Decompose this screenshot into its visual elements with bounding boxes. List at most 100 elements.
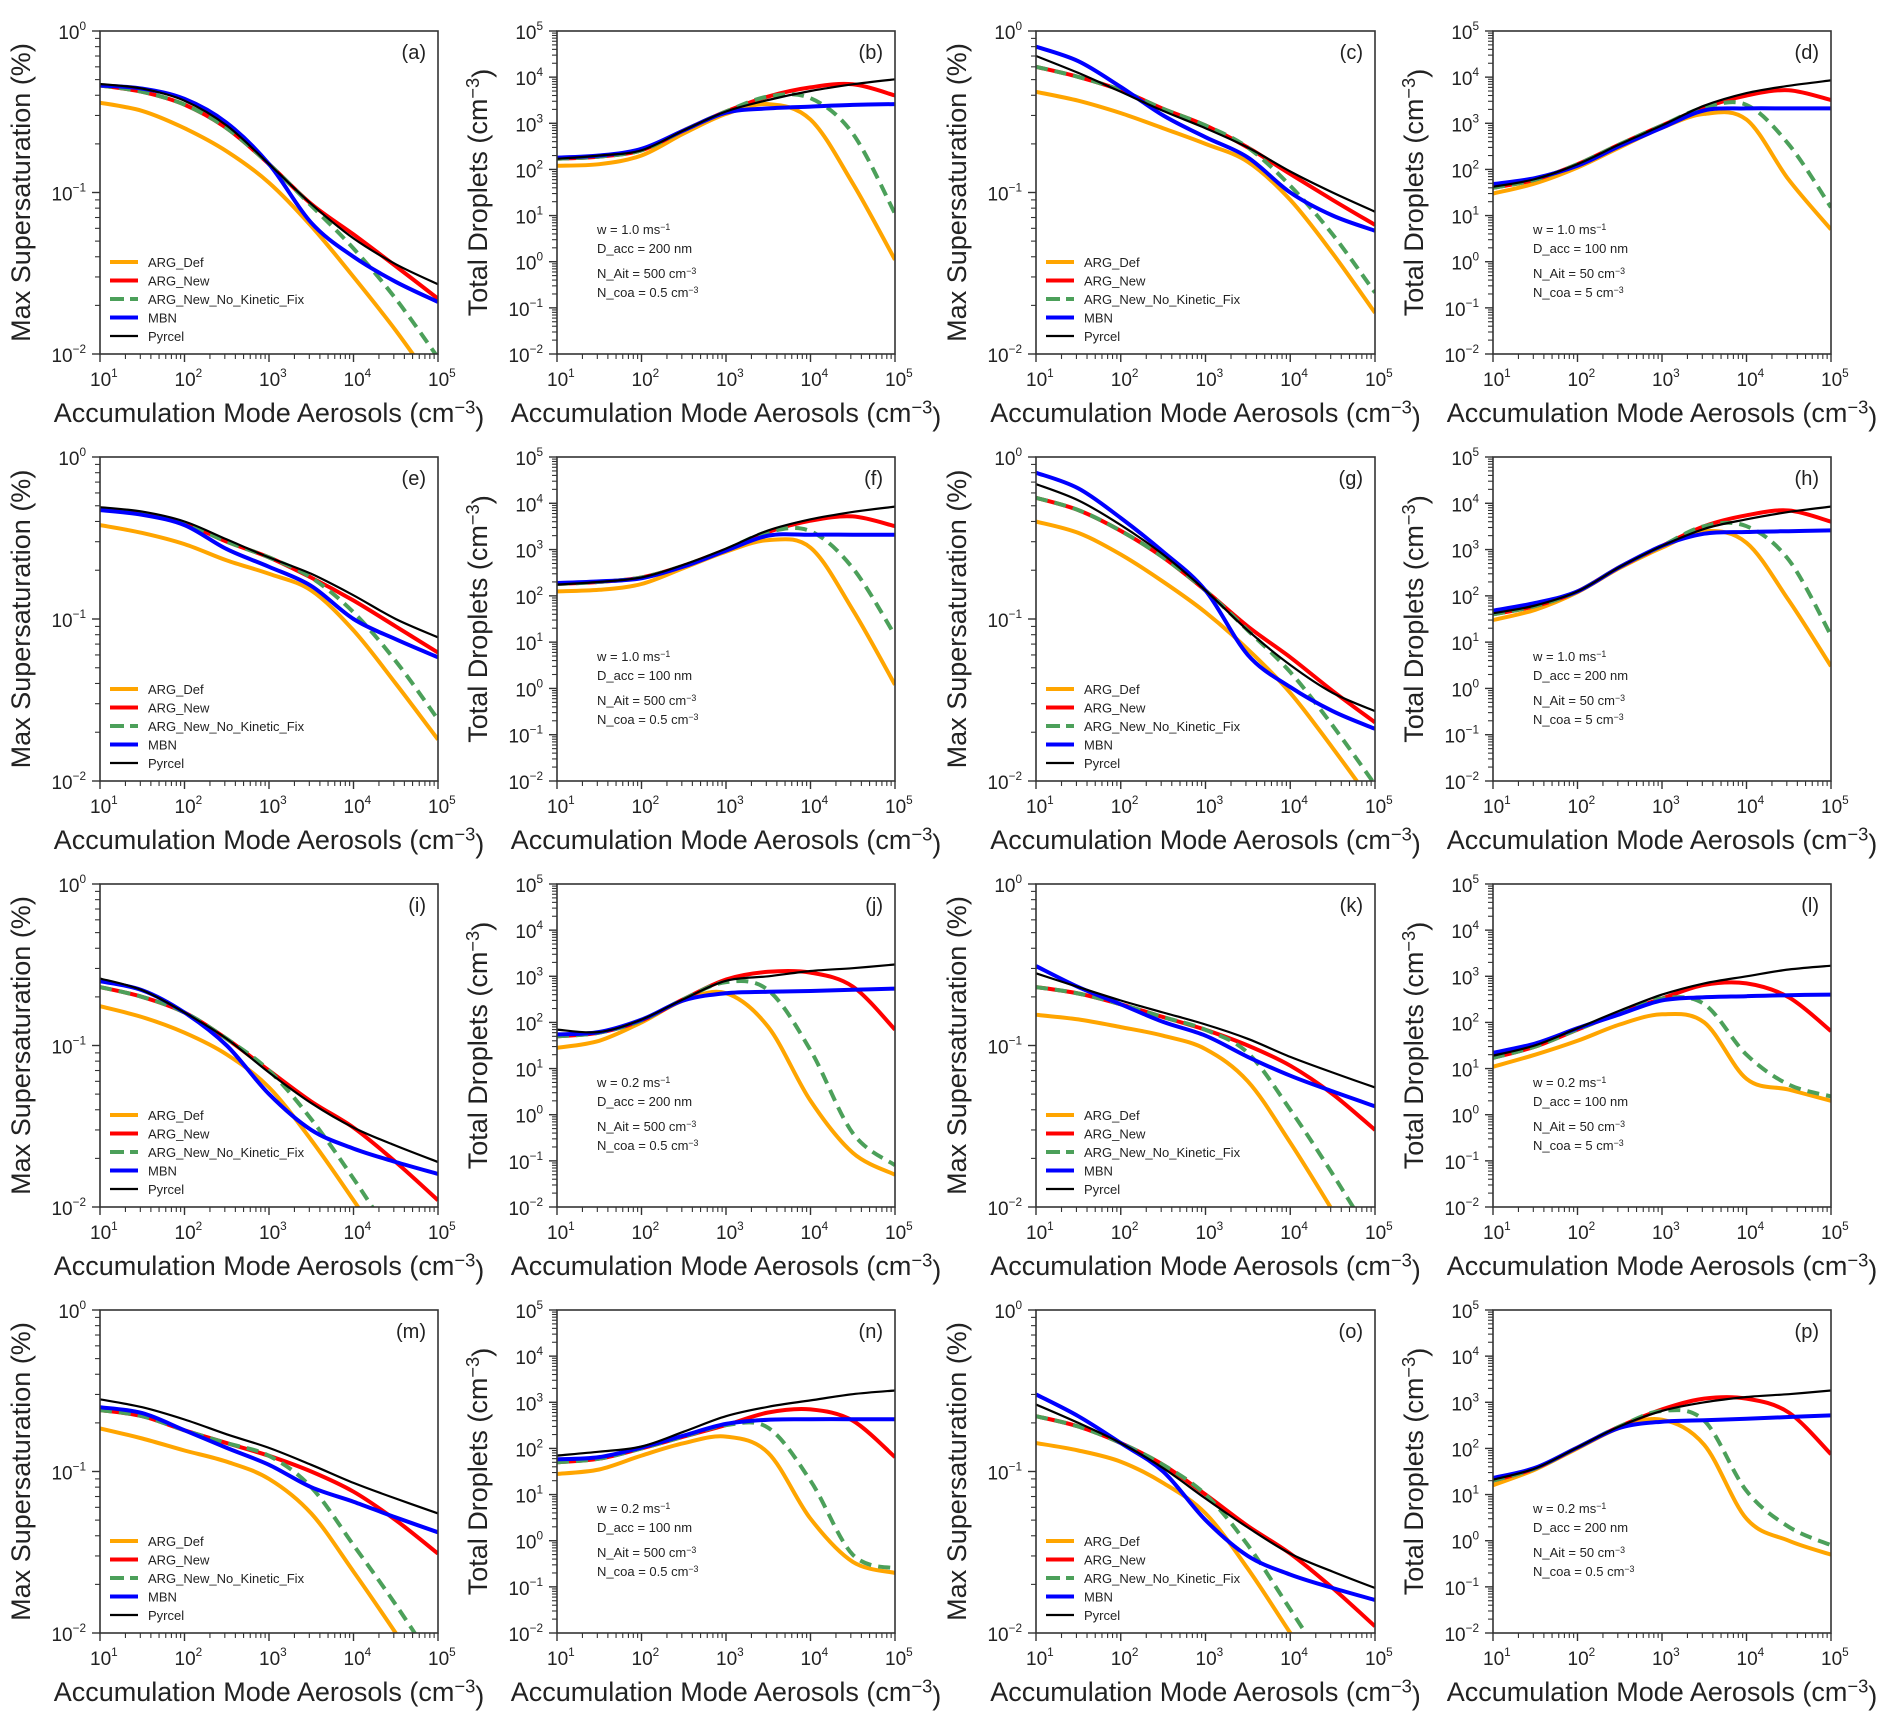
x-axis-title: Accumulation Mode Aerosols (cm−3) [1447,397,1878,432]
series-line-mbn [1036,964,1375,1109]
legend-label: ARG_New [1084,1553,1146,1568]
legend-label: MBN [148,1164,177,1179]
x-tick-label: 102 [1568,367,1596,391]
x-tick-label: 105 [1365,1646,1393,1670]
legend-label: Pyrcel [148,329,184,344]
series-line-arg-new [1493,1395,1831,1483]
legend: ARG_Def ARG_New ARG_New_No_Kinetic_Fix MBN P… [110,255,305,344]
series-group [1036,44,1375,314]
x-axis-title: Accumulation Mode Aerosols (cm−3) [1447,824,1878,859]
series-line-arg-new-no-kinetic-fix [1036,64,1375,294]
x-axis-title: Accumulation Mode Aerosols (cm−3) [990,824,1421,859]
legend-label: ARG_New_No_Kinetic_Fix [148,1145,305,1160]
x-tick-label: 104 [1280,367,1308,391]
series-line-arg-def [100,100,416,354]
x-tick-label: 103 [1652,1646,1680,1670]
legend-label: ARG_Def [1084,682,1140,697]
x-tick-label: 102 [175,794,203,818]
y-axis-title: Total Droplets (cm−3) [1398,495,1433,743]
y-tick-label: 10−2 [987,1622,1022,1646]
series-line-arg-def [100,523,438,741]
legend-label: MBN [1084,311,1113,326]
y-axis-title: Max Supersaturation (%) [942,896,972,1195]
y-tick-label: 100 [1451,1530,1479,1554]
annotation-line: N_coa = 0.5 cm−3 [597,1138,699,1153]
series-line-pyrcel [100,977,438,1164]
y-axis-title: Max Supersaturation (%) [942,1322,972,1621]
legend-label: Pyrcel [1084,756,1120,771]
x-tick-label: 104 [1737,794,1765,818]
x-tick-label: 102 [1111,1220,1139,1244]
y-tick-label: 10−2 [51,343,86,367]
annotation-line: N_coa = 0.5 cm−3 [597,1564,699,1579]
y-tick-label: 105 [515,873,543,897]
legend-label: ARG_New [148,274,210,289]
annotation-line: w = 0.2 ms−1 [1532,1075,1606,1090]
x-tick-label: 105 [1821,1646,1849,1670]
y-tick-label: 101 [515,1484,543,1508]
panel-m: 101 102 103 104 105 10−2 10−1 100 Accumulation M… [6,1299,484,1711]
y-tick-label: 10−2 [51,1196,86,1220]
y-axis-title: Total Droplets (cm−3) [462,495,497,743]
x-tick-label: 104 [1737,367,1765,391]
parameter-annotation: w = 1.0 ms−1 D_acc = 100 nm N_Ait = 50 cm−… [1532,222,1628,300]
y-axis-title: Max Supersaturation (%) [6,896,36,1195]
x-tick-label: 103 [1652,1220,1680,1244]
x-tick-label: 104 [801,794,829,818]
panel-p: 101 102 103 104 105 10−2 10−1 100 101 102 103 104 10… [1398,1299,1878,1711]
series-line-arg-new-no-kinetic-fix [1493,520,1831,637]
series-line-mbn [100,1405,438,1535]
y-tick-label: 102 [515,1011,543,1035]
x-tick-label: 102 [1111,367,1139,391]
series-line-pyrcel [557,963,895,1034]
series-line-arg-def [1493,528,1831,668]
series-line-pyrcel [100,82,438,286]
annotation-line: D_acc = 200 nm [1533,1520,1628,1535]
annotation-line: D_acc = 200 nm [597,241,692,256]
y-tick-label: 10−2 [508,770,543,794]
x-tick-label: 101 [547,794,575,818]
annotation-line: D_acc = 100 nm [1533,241,1628,256]
y-axis-title: Total Droplets (cm−3) [1398,1348,1433,1596]
series-line-pyrcel [557,78,895,160]
x-tick-label: 101 [1026,367,1054,391]
y-tick-label: 10−2 [1444,343,1479,367]
y-tick-label: 10−1 [508,1576,543,1600]
x-tick-label: 104 [1280,794,1308,818]
parameter-annotation: w = 1.0 ms−1 D_acc = 100 nm N_Ait = 500 cm… [596,649,699,727]
x-tick-label: 101 [1483,367,1511,391]
legend-label: ARG_Def [1084,1534,1140,1549]
y-tick-label: 10−1 [51,608,86,632]
y-tick-label: 100 [994,446,1022,470]
series-line-pyrcel [557,1389,895,1457]
x-tick-label: 104 [1737,1220,1765,1244]
series-line-mbn [557,1417,895,1462]
legend-label: ARG_New_No_Kinetic_Fix [148,292,305,307]
y-tick-label: 10−1 [987,1035,1022,1059]
y-tick-label: 10−2 [987,770,1022,794]
panel-e: 101 102 103 104 105 10−2 10−1 100 Accumulation M… [6,446,484,859]
y-tick-label: 100 [1451,251,1479,275]
series-group [557,1389,895,1575]
x-tick-label: 105 [1821,367,1849,391]
panel-label: (p) [1795,1321,1819,1343]
panel-label: (d) [1795,42,1819,64]
x-tick-label: 101 [90,1646,118,1670]
y-tick-label: 105 [1451,446,1479,470]
y-tick-label: 104 [515,1345,543,1369]
y-tick-label: 100 [58,20,86,44]
x-tick-label: 102 [175,367,203,391]
y-tick-label: 101 [1451,631,1479,655]
series-line-pyrcel [1036,483,1375,713]
x-tick-label: 102 [632,794,660,818]
x-tick-label: 101 [547,1646,575,1670]
y-tick-label: 10−2 [987,1196,1022,1220]
x-tick-label: 101 [90,1220,118,1244]
panel-label: (k) [1340,895,1363,917]
annotation-line: N_Ait = 500 cm−3 [597,266,696,281]
series-line-arg-new [100,506,438,655]
y-tick-label: 10−1 [1444,297,1479,321]
x-tick-label: 105 [428,367,456,391]
legend-label: Pyrcel [1084,329,1120,344]
x-tick-label: 103 [716,1646,744,1670]
